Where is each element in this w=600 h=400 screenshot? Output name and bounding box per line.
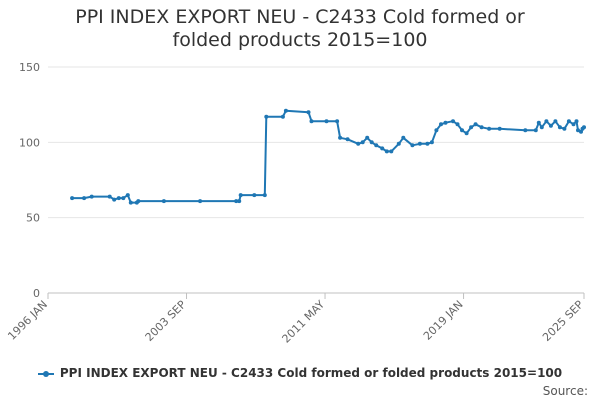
data-point[interactable] (237, 199, 242, 204)
x-axis: 1996 JAN 2003 SEP 2011 MAY 2019 JAN 2025 SEP (5, 293, 586, 346)
data-point[interactable] (451, 119, 455, 124)
data-point[interactable] (487, 126, 492, 131)
legend[interactable]: PPI INDEX EXPORT NEU - C2433 Cold formed… (0, 366, 600, 380)
data-point[interactable] (574, 119, 579, 124)
data-point[interactable] (280, 114, 285, 119)
data-point[interactable] (70, 196, 75, 201)
data-point[interactable] (283, 108, 288, 113)
data-point[interactable] (238, 193, 243, 198)
data-point[interactable] (365, 135, 370, 140)
data-point[interactable] (380, 146, 385, 151)
data-point[interactable] (125, 193, 130, 198)
data-point[interactable] (309, 119, 314, 124)
y-axis: 0 50 100 150 (19, 61, 40, 300)
x-tick-label: 2019 JAN (421, 298, 466, 343)
data-point[interactable] (544, 119, 549, 124)
data-point[interactable] (417, 141, 422, 146)
data-point[interactable] (116, 196, 121, 201)
data-point[interactable] (533, 128, 538, 133)
data-point[interactable] (473, 122, 478, 127)
data-point[interactable] (557, 125, 562, 130)
series-line (72, 109, 585, 204)
data-point[interactable] (198, 199, 203, 204)
data-point[interactable] (112, 197, 117, 202)
x-tick-label: 1996 JAN (5, 298, 50, 343)
data-point[interactable] (252, 193, 257, 198)
source-label: Source: (542, 384, 588, 398)
data-point[interactable] (82, 196, 87, 201)
y-tick-label: 50 (26, 212, 40, 225)
x-tick-label: 2011 MAY (280, 298, 328, 346)
data-point[interactable] (338, 135, 343, 140)
data-point[interactable] (356, 141, 361, 146)
data-point[interactable] (469, 125, 474, 130)
data-point[interactable] (136, 199, 141, 204)
data-point[interactable] (571, 122, 576, 127)
data-point[interactable] (264, 114, 269, 119)
data-point[interactable] (389, 149, 394, 154)
data-point[interactable] (262, 193, 267, 198)
series-layer (70, 108, 586, 205)
y-tick-label: 0 (33, 287, 40, 300)
x-tick-label: 2003 SEP (143, 298, 189, 344)
data-point[interactable] (161, 199, 166, 204)
data-point[interactable] (460, 128, 464, 133)
legend-label: PPI INDEX EXPORT NEU - C2433 Cold formed… (59, 366, 563, 380)
data-point[interactable] (396, 141, 401, 146)
data-point[interactable] (374, 143, 379, 148)
data-point[interactable] (443, 120, 448, 125)
data-point[interactable] (579, 129, 583, 134)
data-point[interactable] (539, 125, 544, 130)
data-point[interactable] (360, 140, 365, 145)
data-point[interactable] (434, 128, 439, 133)
legend-swatch (37, 369, 54, 379)
data-point[interactable] (306, 110, 311, 115)
gridlines (48, 66, 584, 294)
data-point[interactable] (497, 126, 502, 131)
data-point[interactable] (324, 119, 329, 124)
data-point[interactable] (429, 140, 434, 145)
data-point[interactable] (345, 137, 350, 142)
data-point[interactable] (536, 120, 541, 125)
data-point[interactable] (335, 119, 340, 124)
data-point[interactable] (128, 200, 133, 205)
data-point[interactable] (234, 199, 239, 204)
data-point[interactable] (89, 194, 94, 199)
data-point[interactable] (566, 119, 571, 124)
data-point[interactable] (548, 123, 553, 128)
data-point[interactable] (107, 194, 112, 199)
data-point[interactable] (562, 126, 567, 131)
data-point[interactable] (410, 143, 415, 148)
y-tick-label: 150 (19, 61, 40, 74)
data-point[interactable] (553, 119, 558, 124)
data-point[interactable] (479, 125, 484, 130)
data-point[interactable] (384, 149, 389, 154)
data-point[interactable] (401, 135, 406, 140)
data-point[interactable] (576, 128, 580, 133)
data-point[interactable] (523, 128, 528, 133)
y-tick-label: 100 (19, 136, 40, 149)
data-point[interactable] (121, 196, 126, 201)
chart-title: PPI INDEX EXPORT NEU - C2433 Cold formed… (75, 6, 525, 51)
data-point[interactable] (425, 141, 430, 146)
x-tick-label: 2025 SEP (540, 298, 586, 344)
data-point[interactable] (582, 125, 586, 130)
data-point[interactable] (369, 140, 374, 145)
data-point[interactable] (439, 122, 443, 127)
data-point[interactable] (464, 131, 469, 136)
data-point[interactable] (455, 122, 460, 127)
